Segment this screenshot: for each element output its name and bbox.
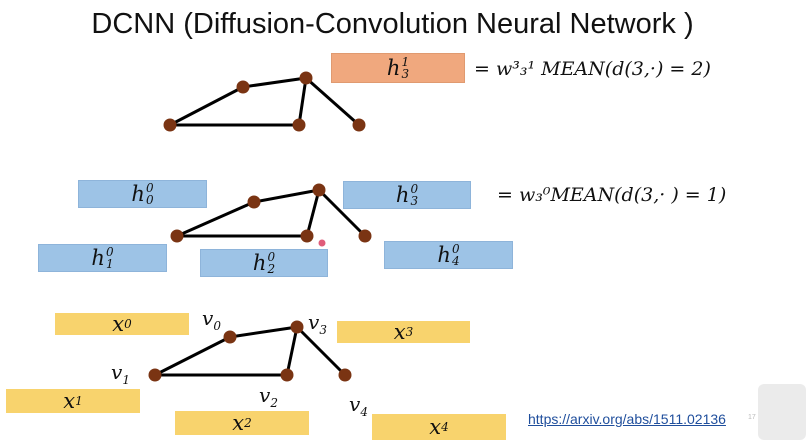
node-v4: [338, 368, 352, 382]
vertex-label-v4: v4: [349, 392, 368, 419]
slide-title: DCNN (Diffusion-Convolution Neural Netwo…: [91, 8, 694, 40]
vertex-label-v1: v1: [111, 360, 130, 387]
bottom-graph: [154, 325, 347, 377]
node-v2: [292, 118, 306, 132]
node-v4: [358, 229, 372, 243]
node-v0: [247, 195, 261, 209]
vertex-label-v0: v0: [202, 306, 221, 333]
node-v0: [236, 80, 250, 94]
node-v3: [299, 71, 313, 85]
node-v1: [148, 368, 162, 382]
cursor-dot: [317, 238, 327, 248]
node-v2: [280, 368, 294, 382]
bottom-graph-nodes: [148, 320, 352, 382]
node-v4: [352, 118, 366, 132]
middle-equation: = w₃⁰MEAN(d(3,· ) = 1): [497, 184, 727, 206]
node-v2: [300, 229, 314, 243]
node-v0: [223, 330, 237, 344]
vertex-label-v3: v3: [308, 310, 327, 337]
middle-graph: [176, 188, 367, 238]
top-graph: [169, 76, 360, 127]
top-equation: = w³₃¹ MEAN(d(3,·) = 2): [474, 58, 711, 80]
player-overlay-icon[interactable]: [758, 384, 806, 440]
arxiv-link[interactable]: https://arxiv.org/abs/1511.02136: [528, 411, 726, 427]
top-graph-nodes: [163, 71, 366, 132]
vertex-label-v2: v2: [259, 383, 278, 410]
page-number: 17: [748, 414, 756, 421]
node-v3: [290, 320, 304, 334]
node-v3: [312, 183, 326, 197]
node-v1: [163, 118, 177, 132]
node-v1: [170, 229, 184, 243]
middle-graph-nodes: [170, 183, 372, 243]
